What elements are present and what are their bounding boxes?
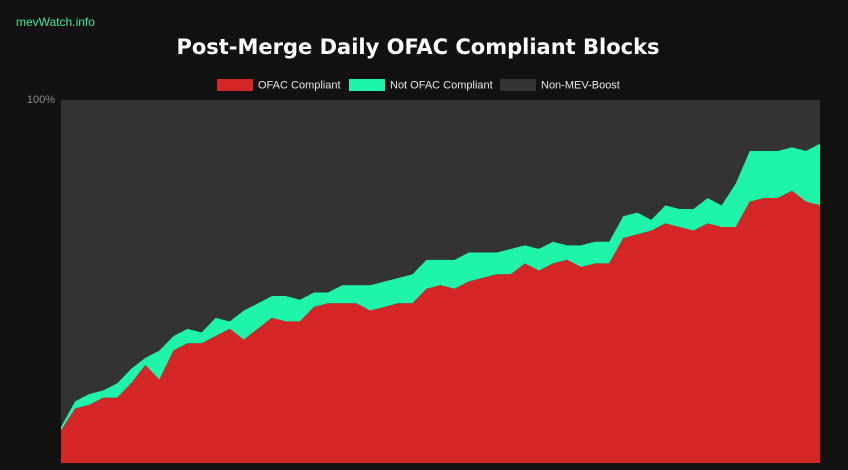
legend-label: OFAC Compliant bbox=[258, 79, 341, 91]
watermark: mevWatch.info bbox=[16, 15, 95, 29]
area bbox=[61, 190, 820, 463]
area bbox=[61, 143, 820, 431]
area bbox=[61, 100, 820, 427]
legend-swatch bbox=[500, 79, 536, 91]
legend-swatch bbox=[217, 79, 253, 91]
legend-label: Not OFAC Compliant bbox=[390, 79, 493, 91]
y-tick-label: 100% bbox=[27, 94, 55, 106]
legend-swatch bbox=[349, 79, 385, 91]
legend-label: Non-MEV-Boost bbox=[541, 79, 620, 91]
chart-title: Post-Merge Daily OFAC Compliant Blocks bbox=[176, 35, 659, 59]
